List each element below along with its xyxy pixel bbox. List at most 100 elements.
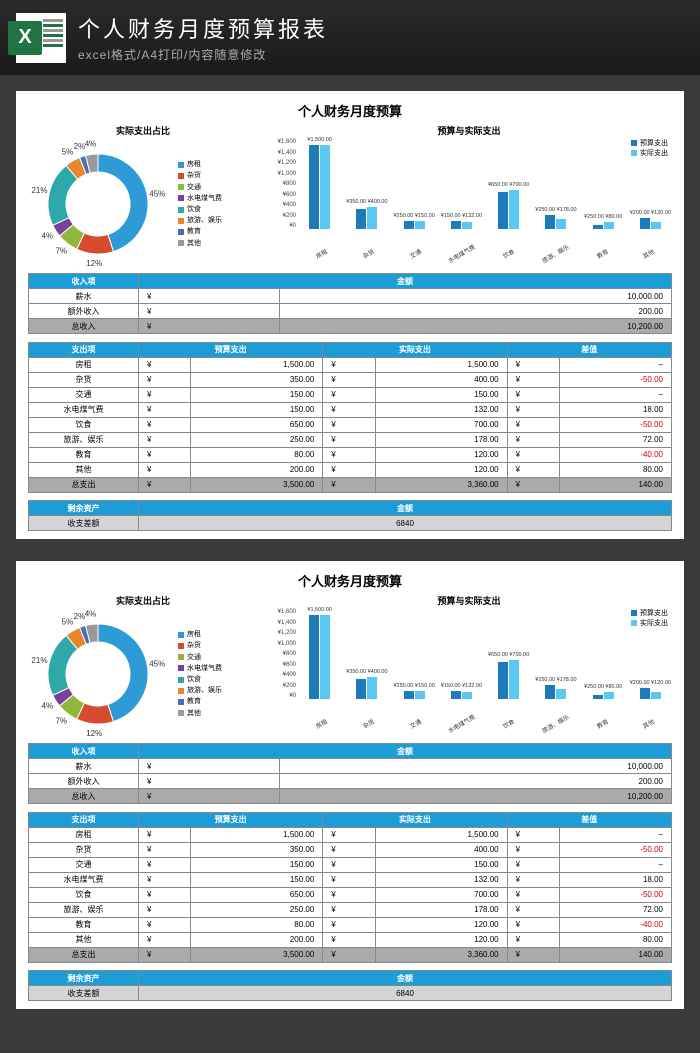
legend-label: 饮食 — [187, 204, 201, 215]
row-label: 水电煤气费 — [29, 872, 139, 887]
actual-amount: 132.00 — [375, 402, 507, 417]
diff-amount: 18.00 — [559, 872, 671, 887]
bar-title: 预算与实际支出 — [266, 124, 672, 137]
currency-symbol: ¥ — [323, 932, 375, 947]
donut-pct-label: 45% — [149, 190, 165, 199]
actual-amount: 120.00 — [375, 932, 507, 947]
row-label: 其他 — [29, 932, 139, 947]
row-label: 旅游、娱乐 — [29, 902, 139, 917]
bar-group: ¥1,500.00 — [298, 615, 341, 699]
bar-actual — [509, 190, 519, 229]
diff-amount: -50.00 — [559, 887, 671, 902]
donut-legend: 房租杂货交通水电煤气费饮食旅游、娱乐教育其他 — [178, 629, 222, 719]
table-header-row: 剩余资产金额 — [29, 971, 672, 986]
legend-item: 交通 — [178, 182, 222, 193]
amount: 6840 — [139, 516, 672, 531]
row-label: 薪水 — [29, 759, 139, 774]
legend-swatch — [178, 173, 184, 179]
row-label: 教育 — [29, 447, 139, 462]
table-row: 教育 ¥80.00 ¥120.00 ¥-40.00 — [29, 917, 672, 932]
currency-symbol: ¥ — [507, 842, 559, 857]
currency-symbol: ¥ — [507, 447, 559, 462]
budget-amount: 3,500.00 — [191, 477, 323, 492]
legend-swatch — [178, 665, 184, 671]
legend-label: 交通 — [187, 652, 201, 663]
legend-swatch — [178, 654, 184, 660]
currency-symbol: ¥ — [323, 872, 375, 887]
table-row: 旅游、娱乐 ¥250.00 ¥178.00 ¥72.00 — [29, 902, 672, 917]
bar-title: 预算与实际支出 — [266, 594, 672, 607]
donut-legend: 房租杂货交通水电煤气费饮食旅游、娱乐教育其他 — [178, 159, 222, 249]
header-subtitle: excel格式/A4打印/内容随意修改 — [78, 46, 684, 63]
bar-group: ¥650.00 ¥700.00 — [487, 190, 530, 229]
currency-symbol: ¥ — [507, 902, 559, 917]
diff-amount: – — [559, 857, 671, 872]
currency-symbol: ¥ — [139, 357, 191, 372]
currency-symbol: ¥ — [323, 917, 375, 932]
bar-value-label: ¥250.00 ¥150.00 — [393, 213, 436, 219]
bar-actual — [651, 692, 661, 699]
donut-pct-label: 45% — [149, 660, 165, 669]
total-row: 总支出 ¥3,500.00 ¥3,360.00 ¥140.00 — [29, 477, 672, 492]
currency-symbol: ¥ — [507, 402, 559, 417]
bar-group: ¥350.00 ¥400.00 — [345, 207, 388, 230]
ytick: ¥600 — [266, 192, 296, 198]
remain-table: 剩余资产金额 收支差额6840 — [28, 970, 672, 1001]
legend-swatch — [178, 207, 184, 213]
legend-swatch — [178, 240, 184, 246]
donut-pct-label: 21% — [31, 656, 47, 665]
budget-amount: 1,500.00 — [191, 827, 323, 842]
bar-budget — [498, 662, 508, 699]
actual-amount: 1,500.00 — [375, 357, 507, 372]
currency-symbol: ¥ — [507, 827, 559, 842]
bar-value-label: ¥250.00 ¥80.00 — [582, 214, 625, 220]
currency-symbol: ¥ — [139, 462, 191, 477]
expense-table: 支出项 预算支出 实际支出 差值 房租 ¥1,500.00 ¥1,500.00 … — [28, 812, 672, 971]
legend-swatch — [178, 699, 184, 705]
budget-amount: 250.00 — [191, 902, 323, 917]
legend-label: 杂货 — [187, 170, 201, 181]
col-header: 金额 — [139, 274, 672, 289]
currency-symbol: ¥ — [507, 872, 559, 887]
currency-symbol: ¥ — [139, 887, 191, 902]
ytick: ¥1,000 — [266, 641, 296, 647]
legend-swatch — [178, 195, 184, 201]
amount: 10,000.00 — [279, 289, 671, 304]
donut-pct-label: 4% — [85, 140, 97, 149]
budget-amount: 200.00 — [191, 932, 323, 947]
currency-symbol: ¥ — [323, 417, 375, 432]
bar-yaxis: ¥1,600¥1,400¥1,200¥1,000¥800¥600¥400¥200… — [266, 609, 296, 699]
legend-label: 交通 — [187, 182, 201, 193]
ytick: ¥1,400 — [266, 150, 296, 156]
sheet-title: 个人财务月度预算 — [28, 101, 672, 120]
col-header: 差值 — [507, 342, 671, 357]
legend-item: 旅游、娱乐 — [178, 685, 222, 696]
spacer — [29, 492, 672, 500]
diff-amount: -40.00 — [559, 917, 671, 932]
ytick: ¥0 — [266, 223, 296, 229]
legend-swatch — [178, 229, 184, 235]
bar-group: ¥250.00 ¥150.00 — [393, 691, 436, 699]
bar-actual — [320, 615, 330, 699]
budget-amount: 250.00 — [191, 432, 323, 447]
legend-item: 旅游、娱乐 — [178, 215, 222, 226]
row-label: 总收入 — [29, 319, 139, 334]
col-header: 收入项 — [29, 744, 139, 759]
col-header: 实际支出 — [323, 342, 507, 357]
table-header-row: 支出项 预算支出 实际支出 差值 — [29, 812, 672, 827]
currency-symbol: ¥ — [323, 857, 375, 872]
bar-value-label: ¥150.00 ¥132.00 — [440, 683, 483, 689]
sheets-container: 个人财务月度预算 实际支出占比 45%12%7%4%21%5%2%4%房租杂货交… — [0, 75, 700, 1025]
diff-amount: 140.00 — [559, 947, 671, 962]
budget-amount: 3,500.00 — [191, 947, 323, 962]
page-header: 个人财务月度预算报表 excel格式/A4打印/内容随意修改 — [0, 0, 700, 75]
currency-symbol: ¥ — [507, 357, 559, 372]
ytick: ¥1,200 — [266, 630, 296, 636]
donut-title: 实际支出占比 — [28, 124, 258, 137]
actual-amount: 3,360.00 — [375, 477, 507, 492]
sheet-title: 个人财务月度预算 — [28, 571, 672, 590]
actual-amount: 400.00 — [375, 842, 507, 857]
bar-actual — [367, 677, 377, 700]
donut-pct-label: 21% — [31, 186, 47, 195]
ytick: ¥400 — [266, 672, 296, 678]
